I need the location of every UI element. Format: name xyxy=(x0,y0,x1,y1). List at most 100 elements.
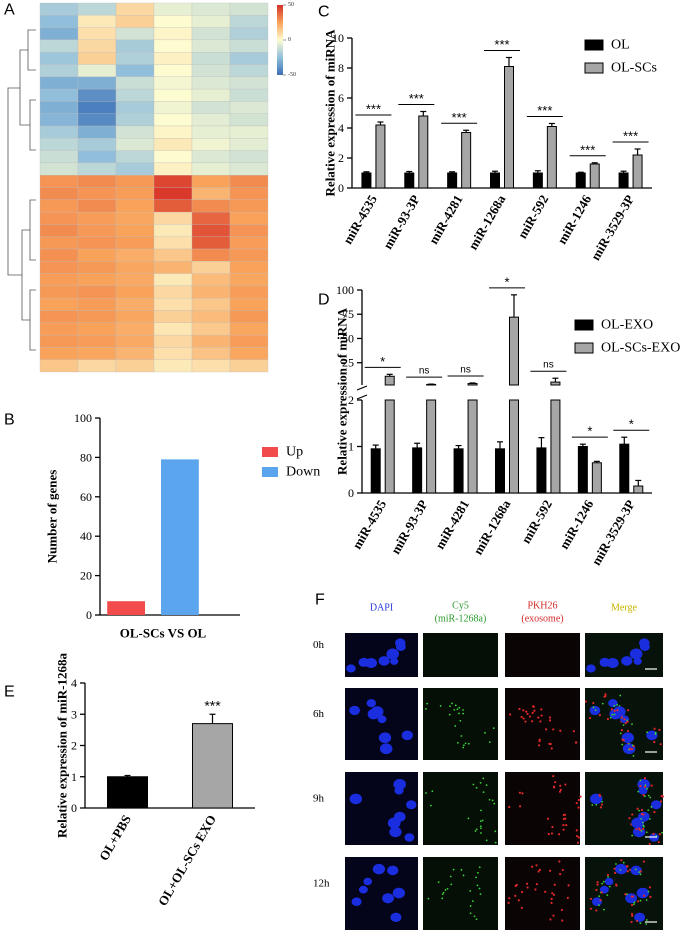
heatmap-cell xyxy=(191,298,231,311)
pkh26-signal xyxy=(652,832,655,835)
nucleus xyxy=(386,648,400,660)
pkh26-signal xyxy=(539,720,542,723)
legend-swatch xyxy=(584,62,604,74)
bar xyxy=(504,66,514,189)
heatmap-cell xyxy=(191,175,231,188)
bar xyxy=(384,375,395,386)
micrograph xyxy=(423,857,498,930)
heatmap-cell xyxy=(191,359,231,373)
pkh26-signal xyxy=(538,868,541,871)
pkh26-signal xyxy=(626,729,630,733)
pkh26-signal xyxy=(653,727,656,730)
axis-break xyxy=(356,385,368,391)
pkh26-signal xyxy=(648,886,651,889)
cy5-signal xyxy=(479,893,482,896)
bar xyxy=(546,126,557,189)
nucleus xyxy=(349,793,363,805)
x-tick-label: miR-4535 xyxy=(340,192,380,247)
y-tick-label: 100 xyxy=(74,411,92,425)
cy5-signal xyxy=(444,889,447,891)
cy5-signal xyxy=(631,744,634,747)
pkh26-signal xyxy=(522,709,525,712)
heatmap-cell xyxy=(77,101,117,114)
cy5-signal xyxy=(634,868,637,871)
heatmap-cell xyxy=(77,224,117,237)
heatmap-cell xyxy=(153,150,193,164)
heatmap-cell xyxy=(229,64,269,77)
cy5-signal xyxy=(475,876,477,879)
x-tick-label: miR-592 xyxy=(515,192,552,241)
pkh26-signal xyxy=(657,840,660,844)
y-axis-label: Relative expression of miR-1268a xyxy=(55,653,70,838)
x-tick-label: miR-3529-3P xyxy=(588,192,637,263)
heatmap-cell xyxy=(191,187,231,200)
pkh26-signal xyxy=(515,883,518,887)
heatmap-cell xyxy=(153,298,193,311)
cy5-signal xyxy=(591,804,594,806)
pkh26-signal xyxy=(631,914,634,917)
nucleus xyxy=(629,648,643,660)
heatmap-cell xyxy=(229,27,269,41)
pkh26-signal xyxy=(552,893,556,896)
legend-label: OL xyxy=(611,38,630,53)
y-tick-label: 0 xyxy=(348,486,354,500)
pkh26-signal xyxy=(643,785,647,788)
pkh26-signal xyxy=(559,788,562,791)
heatmap-cell xyxy=(39,248,79,262)
heatmap-cell xyxy=(39,310,79,323)
y-tick-label: 2 xyxy=(348,393,354,407)
y-tick-label: 100 xyxy=(336,283,354,297)
pkh26-signal xyxy=(600,803,604,806)
heatmap-cell xyxy=(229,224,269,237)
pkh26-signal xyxy=(643,777,647,780)
pkh26-signal xyxy=(546,817,550,820)
pkh26-signal xyxy=(518,707,521,711)
heatmap-cell xyxy=(229,248,269,262)
pkh26-signal xyxy=(522,717,525,720)
pkh26-signal xyxy=(638,827,641,830)
pkh26-signal xyxy=(550,897,553,900)
pkh26-signal xyxy=(648,842,651,846)
pkh26-signal xyxy=(630,920,633,924)
heatmap-cell xyxy=(229,162,269,176)
cy5-signal xyxy=(469,890,472,892)
legend-label: OL-EXO xyxy=(601,318,653,333)
heatmap-cell xyxy=(39,162,79,176)
pkh26-signal xyxy=(598,794,602,797)
heatmap-cell xyxy=(229,359,269,373)
pkh26-signal xyxy=(658,728,661,732)
cy5-signal xyxy=(616,703,619,706)
colorbar-tick-label: 50 xyxy=(288,2,294,8)
significance-label: ns xyxy=(460,364,471,375)
heatmap-cell xyxy=(115,273,155,287)
heatmap-cell xyxy=(229,101,269,114)
pkh26-signal xyxy=(558,860,561,863)
pkh26-signal xyxy=(550,901,553,904)
heatmap-cell xyxy=(115,187,155,200)
bar xyxy=(633,485,644,494)
heatmap-cell xyxy=(39,2,79,16)
pkh26-signal xyxy=(577,836,580,839)
heatmap-cell xyxy=(115,2,155,16)
significance-label: * xyxy=(380,354,385,369)
heatmap-cell xyxy=(39,27,79,41)
cy5-signal xyxy=(453,708,456,711)
heatmap-cell xyxy=(115,199,155,213)
pkh26-signal xyxy=(635,828,638,831)
pkh26-signal xyxy=(620,729,623,732)
nucleus xyxy=(389,826,402,838)
panel-letter: A xyxy=(4,2,15,19)
pkh26-signal xyxy=(577,798,580,802)
heatmap-cell xyxy=(39,76,79,90)
cy5-signal xyxy=(449,875,452,878)
heatmap-cell xyxy=(77,187,117,200)
heatmap-cell xyxy=(191,113,231,127)
cy5-signal xyxy=(479,781,482,784)
heatmap-cell xyxy=(191,199,231,213)
nucleus xyxy=(393,778,406,790)
bar xyxy=(453,448,464,494)
pkh26-signal xyxy=(616,709,619,712)
nucleus xyxy=(638,811,650,822)
bar xyxy=(426,399,437,494)
cy5-signal xyxy=(475,828,478,831)
